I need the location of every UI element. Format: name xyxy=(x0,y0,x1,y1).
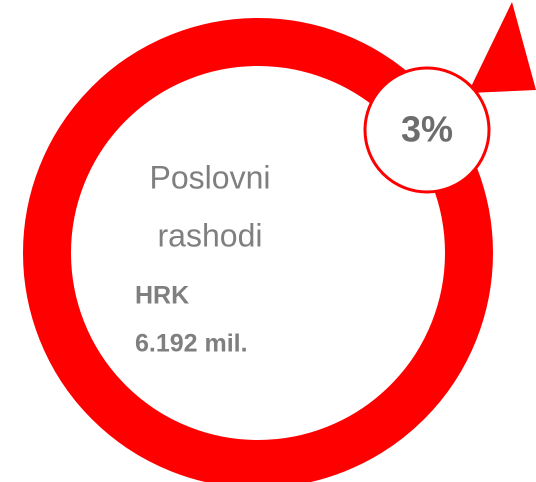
change-badge xyxy=(363,66,491,194)
amount: 6.192 mil. xyxy=(135,330,248,358)
currency: HRK xyxy=(135,282,189,310)
arrow-head xyxy=(468,2,536,93)
ring xyxy=(23,18,493,482)
change-text: 3% xyxy=(401,109,453,150)
label-line: Poslovni xyxy=(150,159,271,195)
label-line: rashodi xyxy=(158,217,263,253)
